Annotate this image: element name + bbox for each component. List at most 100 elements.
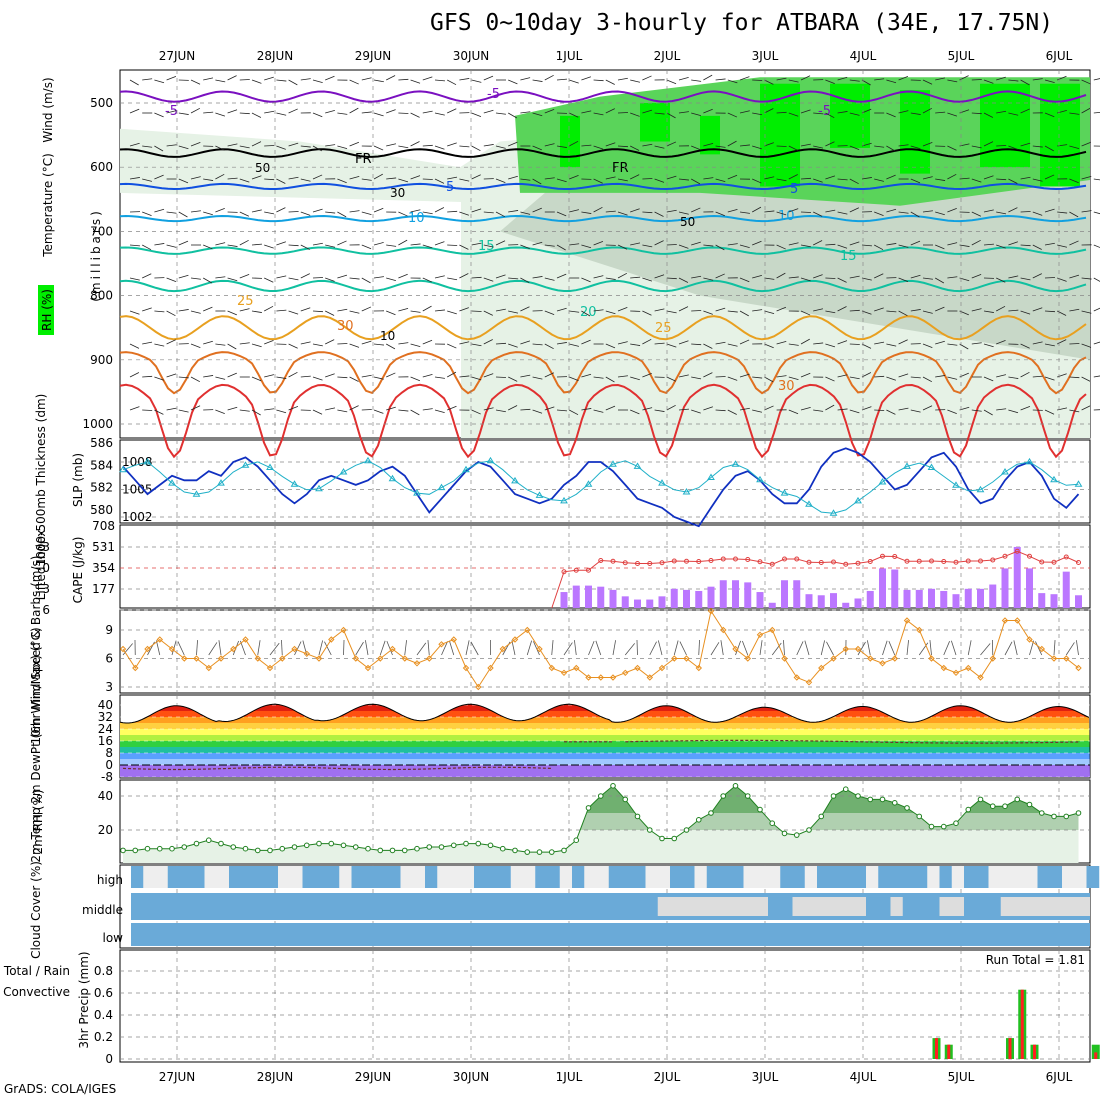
wind-barb — [154, 208, 165, 213]
contour-label: 30 — [337, 319, 354, 334]
wind-barb — [947, 409, 957, 414]
wind-barb — [337, 178, 347, 184]
cape-axis-label: CAPE (J/kg) — [71, 537, 85, 604]
wind-barb — [1069, 145, 1080, 149]
wind-barb — [825, 175, 836, 180]
wind-barb — [508, 310, 519, 314]
pressure-tick-label: 500 — [90, 96, 113, 110]
wind-barb — [691, 343, 702, 346]
isotherm--5 — [119, 90, 1087, 103]
wind-barb — [959, 177, 970, 180]
rh-marker — [389, 847, 396, 854]
wind-barb — [1008, 178, 1018, 184]
wind-barb — [715, 341, 726, 345]
wind-barb-10m — [918, 642, 929, 656]
li-marker — [1063, 554, 1069, 560]
wind-barb — [874, 273, 884, 279]
x-tick-label-bottom: 4JUL — [850, 1070, 877, 1084]
wind-barb — [922, 277, 933, 280]
cloud-high-cell — [584, 866, 597, 888]
wind-barb — [861, 406, 872, 411]
wind-barb — [886, 409, 896, 415]
wind-speed-marker — [401, 655, 409, 662]
wind-barb — [1069, 240, 1079, 246]
li-marker — [757, 559, 763, 565]
wind-barb — [239, 342, 250, 345]
wind-barb — [752, 409, 763, 413]
cloud-high-cell — [792, 866, 806, 888]
wind-barb — [215, 208, 225, 213]
wind-barb — [276, 79, 287, 82]
wind-speed-marker — [328, 636, 335, 643]
wind-barb — [154, 310, 165, 313]
wind-barb — [166, 211, 177, 214]
wind-speed-marker — [1038, 645, 1046, 653]
rh-shade-saturated-0 — [560, 115, 580, 168]
wind-barb — [166, 277, 177, 282]
wind-barb — [752, 240, 762, 246]
temp-band — [120, 741, 1090, 747]
temp-band — [120, 729, 1090, 735]
li-marker — [916, 558, 922, 564]
temp-tick-label: 32 — [98, 710, 113, 724]
wind-barb — [422, 76, 433, 81]
li-marker — [965, 558, 971, 564]
rh-marker — [989, 803, 996, 810]
wind-barb — [1044, 145, 1054, 152]
rh-marker — [769, 820, 776, 827]
li-tick-label: 6 — [42, 603, 50, 617]
wind-barb — [1008, 309, 1019, 312]
wind-barb — [776, 306, 787, 312]
cape-bar — [609, 589, 617, 608]
contour-label: 15 — [478, 239, 495, 254]
wind-barb — [532, 241, 543, 246]
wind-barb — [764, 343, 774, 349]
wind-barb — [361, 77, 372, 81]
thickness-marker — [584, 480, 593, 487]
wind-speed-marker — [242, 636, 249, 643]
wind-barb-10m — [624, 643, 636, 656]
cloud-middle-cell — [792, 897, 866, 916]
wind-barb — [983, 343, 994, 348]
wind-barb — [703, 310, 713, 315]
wind-barb — [800, 338, 810, 345]
wind-barb — [666, 175, 677, 180]
cape-bar — [964, 588, 972, 608]
wind-barb — [788, 79, 799, 83]
wind-barb — [373, 343, 384, 346]
wind-barb — [434, 376, 445, 379]
pressure-tick-label: 700 — [90, 224, 113, 238]
wind-barb — [837, 408, 848, 411]
wind-barb — [910, 178, 921, 184]
wind-barb — [910, 309, 921, 312]
wind-barb — [459, 145, 470, 148]
wind-barb — [410, 141, 420, 147]
wind-barb — [520, 408, 531, 411]
wind-barb — [886, 343, 897, 347]
wind-barb — [142, 211, 152, 216]
rh-marker — [928, 823, 935, 830]
cloud-high-cell — [363, 866, 377, 888]
rh-marker — [438, 844, 445, 850]
wind-barb — [190, 176, 201, 180]
wind-barb-10m — [1029, 640, 1035, 656]
wind-barb — [837, 306, 847, 312]
isotherm-20 — [119, 279, 1087, 293]
wind-barb — [874, 78, 885, 81]
wind-barb — [325, 339, 335, 345]
rh-marker — [512, 847, 518, 854]
wind-barb — [337, 211, 347, 218]
wind-speed-marker — [720, 626, 727, 634]
wind-barb — [1020, 277, 1031, 281]
rh-marker — [279, 845, 286, 852]
wind-barb — [861, 277, 872, 281]
wind-barb-10m — [1065, 642, 1075, 656]
wind-barb — [1081, 176, 1092, 180]
wind-barb — [1008, 409, 1019, 414]
cape-bar — [1001, 568, 1009, 608]
wind-barb — [996, 277, 1006, 283]
wind-barb — [422, 305, 432, 312]
wind-barb — [727, 140, 737, 147]
wind-barb — [569, 376, 579, 381]
wind-tick-label: 3 — [105, 680, 113, 694]
